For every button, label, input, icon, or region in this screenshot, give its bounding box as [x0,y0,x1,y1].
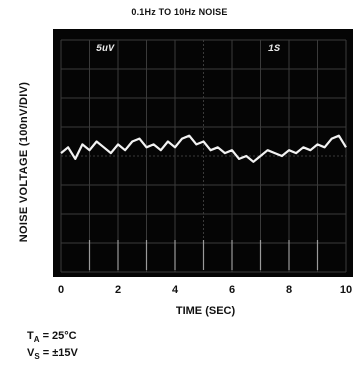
vs-value: = ±15V [39,347,78,359]
scope-annotation: 1S [268,44,280,55]
y-axis-label: NOISE VOLTAGE (100nV/DIV) [18,81,30,243]
ta-value: = 25°C [39,330,77,342]
x-tick-label: 2 [115,284,121,296]
x-tick-labels: 0 2 4 6 8 10 [58,284,352,296]
x-tick-label: 8 [286,284,292,296]
x-axis-label: TIME (SEC) [175,305,236,317]
scope-annotation: 5uV [96,44,115,55]
x-tick-label: 10 [340,284,352,296]
scope-annotations: 5uV 1S [96,44,280,55]
chart-title: 0.1Hz TO 10Hz NOISE [131,7,228,17]
ta-symbol: T [27,330,34,342]
vs-symbol: V [27,347,35,359]
ambient-temperature-condition: TA = 25°C [27,330,77,344]
x-tick-label: 6 [229,284,235,296]
x-tick-label: 4 [172,284,179,296]
supply-voltage-condition: VS = ±15V [27,347,78,361]
ta-subscript: A [33,335,40,345]
vs-subscript: S [34,352,40,362]
x-tick-label: 0 [58,284,64,296]
series-line [60,134,347,163]
